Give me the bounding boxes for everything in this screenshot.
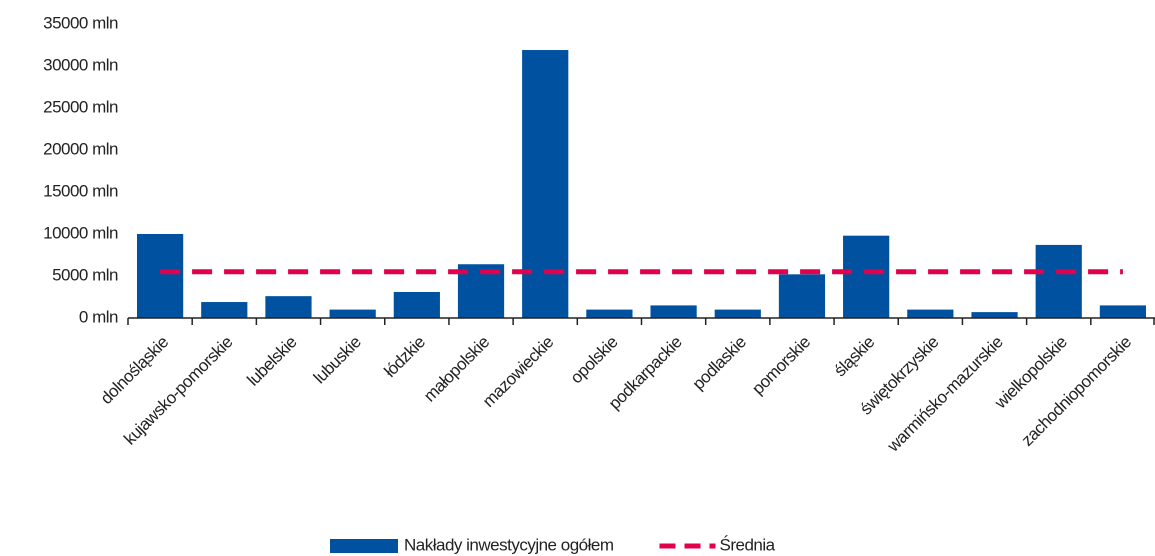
- y-tick-label: 30000 mln: [43, 55, 118, 74]
- legend-label: Średnia: [720, 535, 776, 554]
- x-tick-label: lubuskie: [310, 333, 365, 388]
- y-tick-label: 25000 mln: [43, 97, 118, 116]
- bar: [329, 309, 376, 318]
- y-tick-label: 20000 mln: [43, 139, 118, 158]
- bar: [586, 309, 633, 318]
- x-tick-label: warmińsko-mazurskie: [883, 333, 1007, 457]
- bar: [907, 309, 954, 318]
- bar: [201, 302, 248, 318]
- x-tick-label: podlaskie: [689, 333, 750, 394]
- x-tick-label: opolskie: [567, 333, 622, 388]
- bar: [265, 296, 312, 318]
- bar: [136, 234, 184, 318]
- y-tick-label: 15000 mln: [43, 181, 118, 200]
- legend-label: Nakłady inwestycyjne ogółem: [404, 535, 614, 554]
- x-tick-label: śląskie: [830, 333, 878, 381]
- x-tick-label: zachodniopomorskie: [1018, 333, 1135, 450]
- bar: [1099, 305, 1147, 318]
- x-tick-label: łódzkie: [380, 333, 428, 381]
- x-tick-label: pomorskie: [748, 333, 814, 399]
- bar: [393, 291, 440, 318]
- bar: [1035, 244, 1082, 318]
- y-tick-label: 10000 mln: [43, 223, 118, 242]
- y-tick-label: 0 mln: [79, 307, 118, 326]
- bar: [971, 312, 1018, 318]
- x-tick-label: kujawsko-pomorskie: [120, 333, 236, 449]
- bar: [650, 305, 697, 318]
- x-tick-label: lubelskie: [243, 333, 300, 390]
- legend-swatch: [330, 539, 398, 553]
- bar: [843, 235, 890, 318]
- bar: [714, 309, 761, 318]
- bar: [778, 274, 826, 318]
- y-tick-label: 35000 mln: [43, 13, 118, 32]
- y-tick-label: 5000 mln: [52, 265, 118, 284]
- bar: [522, 50, 569, 318]
